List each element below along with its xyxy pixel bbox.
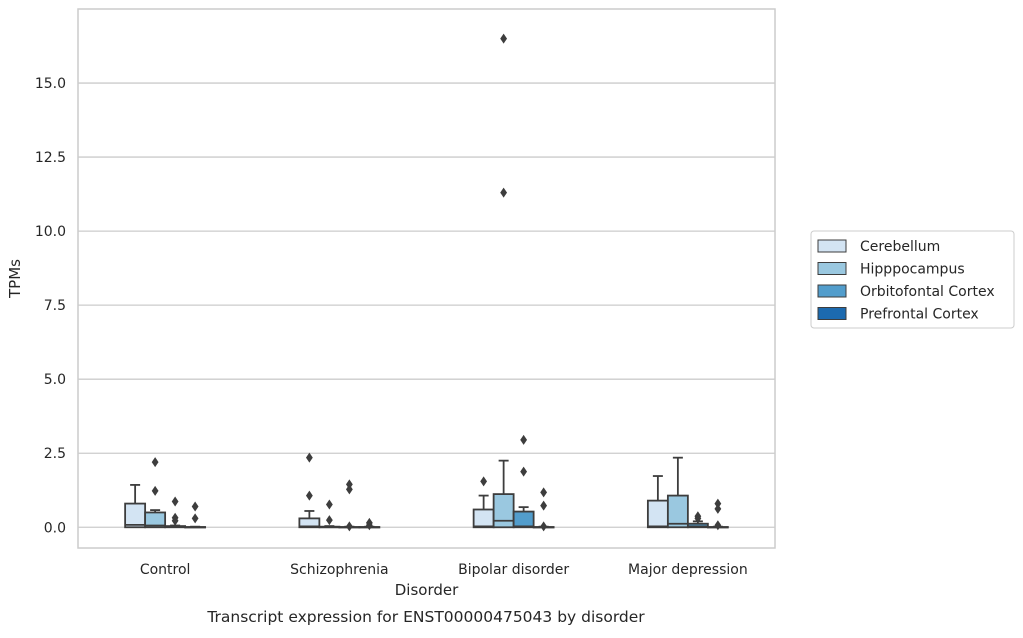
legend: Cerebellum Hipppocampus Orbitofontal Corte… xyxy=(810,230,1015,329)
box-orbitofontal-cortex-major-depression xyxy=(686,511,709,529)
outlier-point xyxy=(305,452,313,463)
legend-label: Hipppocampus xyxy=(860,262,965,278)
box-orbitofontal-cortex-bipolar-disorder xyxy=(512,434,535,529)
legend-swatch xyxy=(817,284,847,298)
x-tick-label-bipolar-disorder: Bipolar disorder xyxy=(458,562,569,578)
outlier-point xyxy=(151,485,159,496)
outlier-point xyxy=(191,513,199,524)
outlier-point xyxy=(714,498,722,509)
outlier-point xyxy=(500,33,508,44)
box-hipppocampus-major-depression xyxy=(666,456,689,529)
outlier-point xyxy=(365,520,373,531)
box-prefrontal-cortex-control xyxy=(184,501,207,529)
x-tick-label-schizophrenia: Schizophrenia xyxy=(290,562,388,578)
y-axis-ticks: 0.0 2.5 5.0 7.5 10.0 12.5 15.0 xyxy=(35,76,66,536)
outlier-point xyxy=(191,501,199,512)
legend-item-prefrontal-cortex: Prefrontal Cortex xyxy=(817,307,979,323)
y-tick-label-0-0: 0.0 xyxy=(44,520,66,536)
y-tick-label-5-0: 5.0 xyxy=(44,372,66,388)
outlier-point xyxy=(325,515,333,526)
box-orbitofontal-cortex-control xyxy=(164,496,187,529)
outlier-point xyxy=(500,187,508,198)
box-hipppocampus-control xyxy=(144,457,167,529)
y-tick-label-12-5: 12.5 xyxy=(35,150,66,166)
plot-area-frame xyxy=(77,8,776,549)
legend-item-orbitofontal-cortex: Orbitofontal Cortex xyxy=(817,284,995,300)
gridlines xyxy=(78,82,775,528)
legend-swatch xyxy=(817,262,847,275)
box-hipppocampus-schizophrenia xyxy=(318,499,341,529)
box-orbitofontal-cortex-schizophrenia xyxy=(338,479,361,532)
box-body xyxy=(124,502,147,529)
legend-label: Orbitofontal Cortex xyxy=(860,284,995,300)
outlier-point xyxy=(345,521,353,532)
outlier-point xyxy=(345,484,353,495)
outlier-point xyxy=(520,466,528,477)
box-cerebellum-major-depression xyxy=(646,475,669,529)
box-cerebellum-bipolar-disorder xyxy=(472,476,495,529)
outlier-point xyxy=(714,520,722,531)
outlier-point xyxy=(171,515,179,526)
x-axis-label: Disorder xyxy=(395,581,459,599)
box-body xyxy=(512,510,535,529)
y-tick-label-10-0: 10.0 xyxy=(35,224,66,240)
box-body xyxy=(666,494,689,529)
chart-caption: Transcript expression for ENST0000047504… xyxy=(206,608,645,626)
legend-frame xyxy=(810,230,1015,329)
outlier-point xyxy=(714,503,722,514)
box-body xyxy=(144,511,167,529)
legend-item-cerebellum: Cerebellum xyxy=(817,239,940,255)
y-axis-label: TPMs xyxy=(6,259,24,299)
box-cerebellum-control xyxy=(124,484,147,529)
box-plot-series xyxy=(124,33,729,532)
y-tick-label-7-5: 7.5 xyxy=(44,298,66,314)
legend-label: Cerebellum xyxy=(860,239,940,255)
series-orbitofontal-cortex xyxy=(164,434,709,532)
x-axis-ticks: Control Schizophrenia Bipolar disorder Majo… xyxy=(140,562,748,578)
box-body xyxy=(646,499,669,529)
legend-item-hipppocampus: Hipppocampus xyxy=(817,262,965,278)
legend-label: Prefrontal Cortex xyxy=(860,307,979,323)
x-tick-label-control: Control xyxy=(140,562,191,578)
outlier-point xyxy=(345,479,353,490)
outlier-point xyxy=(540,521,548,532)
outlier-point xyxy=(325,499,333,510)
outlier-point xyxy=(171,496,179,507)
outlier-point xyxy=(480,476,488,487)
box-body xyxy=(472,508,495,529)
box-body xyxy=(492,493,515,529)
box-prefrontal-cortex-major-depression xyxy=(706,498,729,531)
outlier-point xyxy=(694,513,702,524)
series-cerebellum xyxy=(124,452,669,529)
box-cerebellum-schizophrenia xyxy=(298,452,321,529)
legend-swatch xyxy=(817,239,847,253)
outlier-point xyxy=(305,490,313,501)
outlier-point xyxy=(520,434,528,445)
legend-swatch xyxy=(817,307,847,320)
series-hipppocampus xyxy=(144,33,689,529)
x-tick-label-major-depression: Major depression xyxy=(628,562,748,578)
y-tick-label-2-5: 2.5 xyxy=(44,446,66,462)
series-prefrontal-cortex xyxy=(184,487,729,532)
box-prefrontal-cortex-schizophrenia xyxy=(358,517,381,531)
y-tick-label-15-0: 15.0 xyxy=(35,76,66,92)
outlier-point xyxy=(540,487,548,498)
box-prefrontal-cortex-bipolar-disorder xyxy=(532,487,555,532)
outlier-point xyxy=(540,500,548,511)
outlier-point xyxy=(151,457,159,468)
